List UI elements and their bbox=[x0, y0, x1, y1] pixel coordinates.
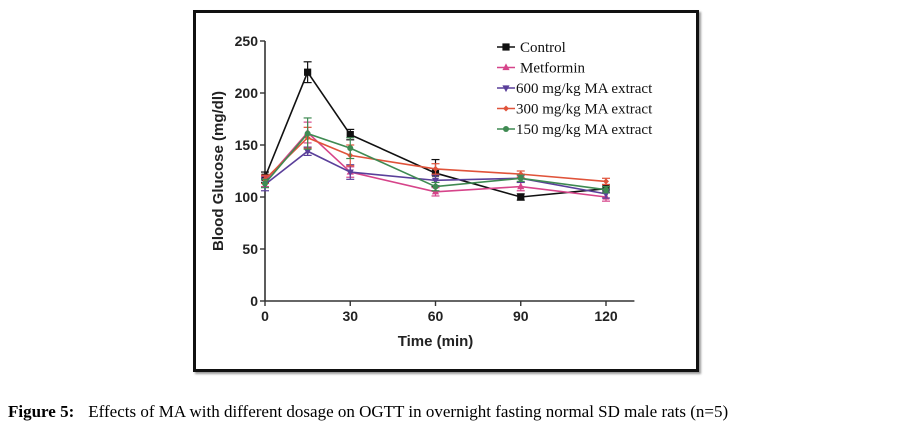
data-point bbox=[517, 175, 524, 182]
series-line bbox=[264, 132, 607, 191]
legend-item: 150 mg/kg MA extract bbox=[497, 122, 653, 138]
x-axis-title: Time (min) bbox=[398, 333, 474, 350]
data-point bbox=[603, 186, 609, 193]
figure-caption-text: Effects of MA with different dosage on O… bbox=[88, 402, 729, 421]
x-tick-label: 60 bbox=[428, 308, 444, 324]
legend-swatch-marker bbox=[502, 43, 510, 51]
series-150-mg-kg-ma-extract bbox=[261, 117, 610, 194]
y-axis-title: Blood Glucose (mg/dl) bbox=[210, 91, 227, 251]
legend-swatch-marker bbox=[502, 63, 510, 71]
legend-item: 600 mg/kg MA extract bbox=[497, 81, 653, 97]
data-point bbox=[603, 178, 609, 185]
legend-label: Control bbox=[520, 40, 566, 56]
y-tick-label: 100 bbox=[235, 189, 259, 205]
data-point bbox=[517, 193, 525, 201]
figure-caption: Figure 5: Effects of MA with different do… bbox=[8, 402, 728, 422]
y-tick-label: 50 bbox=[242, 241, 258, 257]
legend-swatch-marker bbox=[502, 85, 510, 93]
data-point bbox=[347, 145, 354, 152]
data-point bbox=[517, 182, 525, 190]
y-tick-label: 0 bbox=[250, 293, 258, 309]
y-tick-label: 250 bbox=[235, 33, 259, 49]
data-point bbox=[432, 183, 439, 190]
y-tick-label: 150 bbox=[235, 137, 259, 153]
legend-label: 600 mg/kg MA extract bbox=[516, 81, 653, 97]
axes: 0 50 100 150 200 250 0 30 60 90 120 bbox=[235, 33, 635, 324]
data-point bbox=[304, 68, 312, 76]
data-point bbox=[346, 131, 354, 139]
y-tick-label: 200 bbox=[235, 85, 259, 101]
data-point bbox=[304, 130, 311, 137]
plot-area bbox=[261, 61, 610, 202]
data-point bbox=[346, 169, 354, 177]
x-tick-label: 30 bbox=[342, 308, 358, 324]
data-point bbox=[304, 148, 312, 156]
legend-label: 150 mg/kg MA extract bbox=[516, 122, 653, 138]
series-line bbox=[264, 136, 607, 183]
legend-swatch-marker bbox=[503, 126, 509, 132]
series-line bbox=[264, 70, 607, 198]
legend-label: Metformin bbox=[520, 61, 585, 77]
legend-label: 300 mg/kg MA extract bbox=[516, 102, 653, 118]
legend-item: Metformin bbox=[497, 61, 585, 77]
legend-item: 300 mg/kg MA extract bbox=[497, 102, 653, 118]
figure-label: Figure 5: bbox=[8, 402, 75, 421]
x-tick-label: 90 bbox=[513, 308, 529, 324]
legend: Control Metformin 600 mg/kg MA extract 300 … bbox=[497, 40, 653, 138]
x-tick-label: 0 bbox=[261, 308, 269, 324]
x-tick-label: 120 bbox=[594, 308, 618, 324]
data-point bbox=[432, 165, 439, 172]
data-point bbox=[431, 177, 440, 185]
legend-swatch-marker bbox=[503, 105, 509, 112]
chart: 0 50 100 150 200 250 0 30 60 90 120 Control Metform… bbox=[210, 33, 653, 350]
figure-frame: 0 50 100 150 200 250 0 30 60 90 120 Control Metform… bbox=[193, 10, 699, 372]
legend-item: Control bbox=[497, 40, 566, 56]
data-point bbox=[262, 180, 268, 187]
